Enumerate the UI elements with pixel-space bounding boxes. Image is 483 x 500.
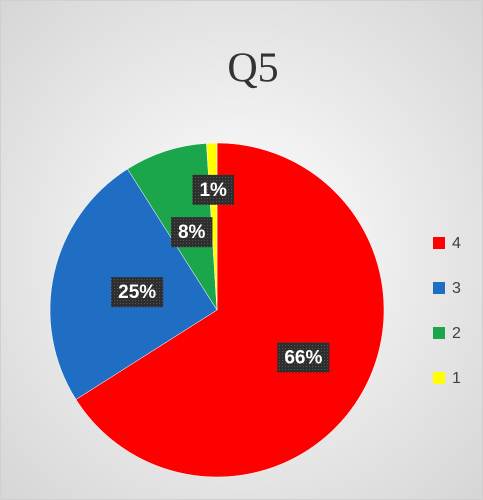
legend-label: 4: [452, 235, 461, 252]
legend: 4 3 2 1: [433, 235, 461, 387]
pie: 66% 25% 8% 1%: [49, 142, 385, 478]
legend-label: 1: [452, 370, 461, 387]
data-label: 1%: [199, 180, 227, 201]
legend-swatch: [433, 372, 445, 384]
data-label-box: [170, 217, 213, 248]
legend-swatch: [433, 327, 445, 339]
chart-title: Q5: [227, 46, 278, 92]
legend-swatch: [433, 282, 445, 294]
legend-label: 3: [452, 280, 461, 297]
data-label-box: [111, 277, 164, 308]
legend-swatch: [433, 237, 445, 249]
legend-label: 2: [452, 325, 461, 342]
data-label: 25%: [118, 282, 156, 303]
data-label: 8%: [178, 222, 206, 243]
pie-slice: [75, 142, 385, 478]
data-label-box: [192, 174, 234, 205]
data-label-box: [277, 342, 330, 373]
data-label: 66%: [284, 347, 322, 368]
